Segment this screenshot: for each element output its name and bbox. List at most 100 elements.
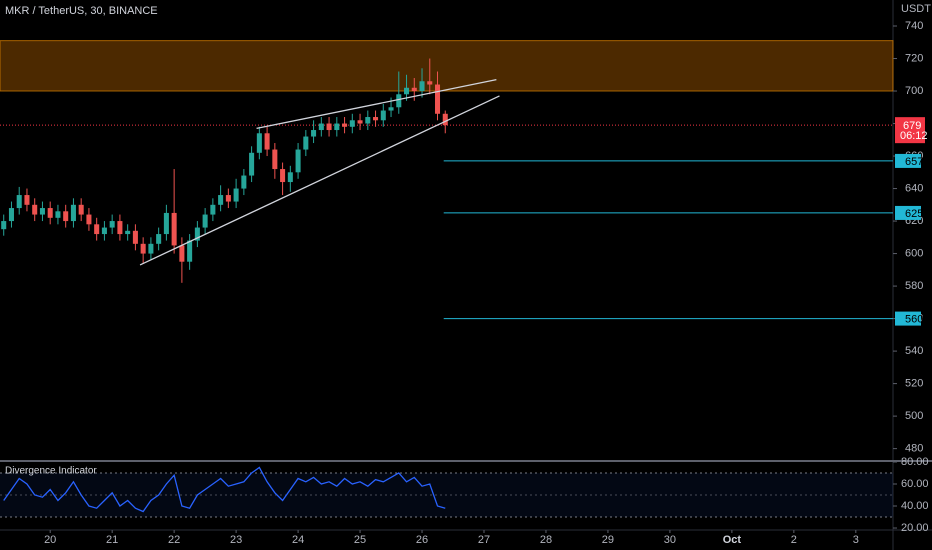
level-label-box [895, 153, 921, 168]
candle-body [140, 243, 146, 254]
candle-body [202, 214, 208, 228]
candle-body [404, 87, 410, 95]
candle-body [264, 133, 270, 150]
y-tick-label: 600 [905, 247, 923, 259]
candle-body [241, 175, 247, 189]
candle-body [357, 120, 363, 124]
candle-body [86, 214, 92, 225]
candle-body [334, 123, 340, 131]
candle-body [148, 243, 154, 254]
candle-body [32, 204, 38, 215]
candle-body [55, 211, 61, 218]
x-tick-label: 2 [791, 534, 797, 546]
y-unit: USDT [901, 3, 931, 15]
resistance-zone [0, 40, 894, 92]
candle-body [233, 188, 239, 202]
candle-body [117, 221, 123, 235]
x-tick-label: 30 [664, 534, 676, 546]
candle-body [256, 133, 262, 153]
candle-body [109, 221, 115, 228]
x-tick-label: Oct [723, 534, 742, 546]
last-price-box [895, 117, 925, 144]
y-tick-label: 720 [905, 52, 923, 64]
level-label-box [895, 205, 921, 220]
candle-body [373, 117, 379, 121]
candle-body [287, 172, 293, 183]
x-tick-label: 27 [478, 534, 490, 546]
trendline [139, 95, 500, 266]
y-tick-label: 80.00 [901, 456, 929, 468]
candle-body [210, 204, 216, 215]
candle-body [101, 227, 107, 235]
x-tick-label: 29 [602, 534, 614, 546]
x-tick-label: 25 [354, 534, 366, 546]
candle-body [78, 204, 84, 215]
x-tick-label: 3 [853, 534, 859, 546]
candle-body [70, 204, 76, 222]
y-tick-label: 700 [905, 85, 923, 97]
candle-body [442, 113, 448, 126]
candle-body [125, 230, 131, 235]
x-tick-label: 28 [540, 534, 552, 546]
y-tick-label: 640 [905, 182, 923, 194]
y-tick-label: 540 [905, 345, 923, 357]
candle-body [194, 227, 200, 241]
y-tick-label: 580 [905, 280, 923, 292]
y-tick-label: 40.00 [901, 500, 929, 512]
x-tick-label: 21 [106, 534, 118, 546]
candle-body [303, 136, 309, 150]
candle-body [16, 195, 22, 209]
y-tick-label: 60.00 [901, 478, 929, 490]
candle-body [8, 208, 14, 222]
candle-body [218, 195, 224, 205]
candle-body [156, 234, 162, 244]
x-tick-label: 23 [230, 534, 242, 546]
candle-body [434, 84, 441, 114]
y-tick-label: 500 [905, 410, 923, 422]
level-label: 625 [905, 208, 923, 220]
chart-title: MKR / TetherUS, 30, BINANCE [5, 5, 158, 17]
candle-body [380, 110, 386, 121]
level-label: 657 [905, 156, 923, 168]
x-tick-label: 20 [44, 534, 56, 546]
indicator-title: Divergence Indicator [5, 466, 97, 477]
candle-body [280, 169, 286, 183]
candle-body [326, 123, 332, 131]
countdown-label: 06:12 [900, 130, 928, 142]
candle-body [24, 195, 30, 205]
candle-body [249, 152, 255, 176]
x-tick-label: 26 [416, 534, 428, 546]
candle-body [39, 208, 45, 215]
candle-body [47, 208, 53, 218]
candle-body [427, 81, 433, 85]
candle-body [396, 94, 402, 108]
y-tick-label: 20.00 [901, 522, 929, 534]
candle-body [1, 221, 7, 230]
candle-body [171, 212, 177, 246]
candle-body [419, 81, 425, 92]
indicator-line [3, 466, 446, 513]
candle-body [388, 107, 394, 111]
candle-body [311, 130, 317, 137]
level-label-box [895, 311, 921, 326]
candle-body [132, 230, 138, 244]
candle-body [94, 224, 100, 235]
y-tick-label: 740 [905, 20, 923, 32]
candle-body [179, 245, 185, 262]
y-tick-label: 480 [905, 443, 923, 455]
candle-body [318, 123, 324, 131]
candle-body [349, 120, 355, 127]
candle-body [295, 149, 301, 173]
y-tick-label: 520 [905, 378, 923, 390]
trendline [256, 79, 497, 130]
x-tick-label: 22 [168, 534, 180, 546]
candle-body [411, 87, 417, 92]
candle-body [187, 240, 193, 262]
candle-body [63, 211, 69, 222]
level-label: 560 [905, 313, 923, 325]
candle-body [163, 212, 169, 235]
candle-body [225, 195, 231, 202]
candle-body [272, 149, 278, 170]
